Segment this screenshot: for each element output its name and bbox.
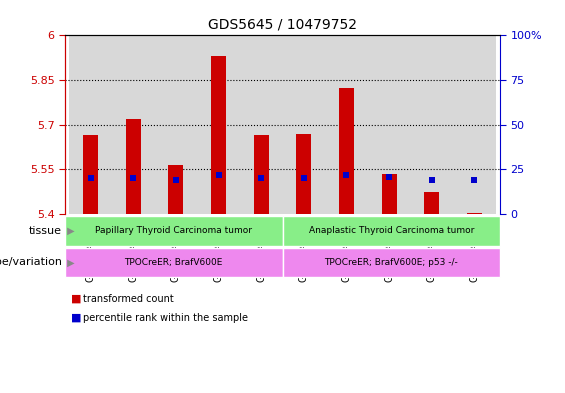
Bar: [254, 135, 268, 214]
Text: TPOCreER; BrafV600E: TPOCreER; BrafV600E: [124, 258, 223, 267]
Bar: [83, 135, 98, 214]
Text: TPOCreER; BrafV600E; p53 -/-: TPOCreER; BrafV600E; p53 -/-: [324, 258, 458, 267]
Text: ■: ■: [71, 312, 81, 323]
Bar: [382, 174, 397, 214]
Bar: [424, 192, 439, 214]
Text: ▶: ▶: [64, 257, 75, 267]
Bar: [282, 35, 325, 214]
Bar: [155, 35, 197, 214]
Bar: [112, 35, 155, 214]
Bar: [126, 119, 141, 214]
Text: Anaplastic Thyroid Carcinoma tumor: Anaplastic Thyroid Carcinoma tumor: [308, 226, 474, 235]
Title: GDS5645 / 10479752: GDS5645 / 10479752: [208, 17, 357, 31]
Bar: [211, 56, 226, 214]
Bar: [197, 35, 240, 214]
Bar: [240, 35, 282, 214]
Bar: [168, 165, 183, 214]
Bar: [368, 35, 410, 214]
Text: ■: ■: [71, 294, 81, 304]
Text: percentile rank within the sample: percentile rank within the sample: [83, 312, 248, 323]
Bar: [467, 213, 482, 214]
Bar: [69, 35, 112, 214]
Text: transformed count: transformed count: [83, 294, 174, 304]
Text: tissue: tissue: [29, 226, 62, 236]
Text: ▶: ▶: [64, 226, 75, 236]
Bar: [297, 134, 311, 214]
Bar: [453, 35, 496, 214]
Text: Papillary Thyroid Carcinoma tumor: Papillary Thyroid Carcinoma tumor: [95, 226, 252, 235]
Bar: [339, 88, 354, 214]
Bar: [325, 35, 368, 214]
Bar: [410, 35, 453, 214]
Text: genotype/variation: genotype/variation: [0, 257, 62, 267]
